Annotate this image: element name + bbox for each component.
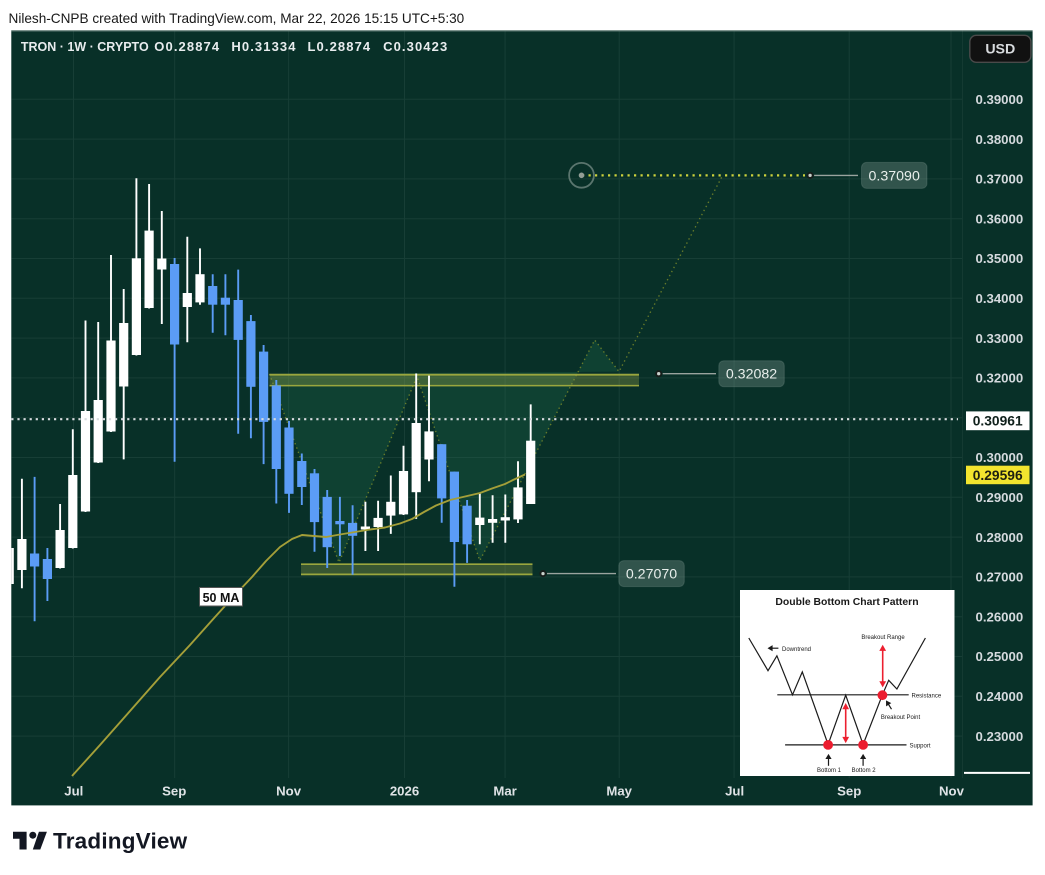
- svg-text:Bottom 1: Bottom 1: [817, 768, 842, 774]
- svg-text:Sep: Sep: [837, 784, 861, 799]
- svg-text:O0.28874: O0.28874: [154, 39, 220, 54]
- svg-text:Nov: Nov: [276, 784, 302, 799]
- svg-text:0.33000: 0.33000: [976, 331, 1024, 346]
- svg-text:0.25000: 0.25000: [976, 649, 1024, 664]
- svg-text:Nilesh-CNPB created with Tradi: Nilesh-CNPB created with TradingView.com…: [9, 11, 465, 26]
- svg-text:TRON · 1W · CRYPTO: TRON · 1W · CRYPTO: [21, 40, 149, 54]
- svg-text:0.38000: 0.38000: [976, 132, 1024, 147]
- svg-text:Jul: Jul: [64, 784, 83, 799]
- svg-text:0.27070: 0.27070: [626, 567, 677, 583]
- svg-text:Breakout Range: Breakout Range: [861, 635, 905, 641]
- svg-text:0.37000: 0.37000: [976, 172, 1024, 187]
- svg-text:0.29000: 0.29000: [976, 490, 1024, 505]
- svg-text:L0.28874: L0.28874: [308, 39, 372, 54]
- svg-text:0.35000: 0.35000: [976, 251, 1024, 266]
- svg-text:H0.31334: H0.31334: [231, 39, 296, 54]
- svg-text:Support: Support: [910, 743, 931, 749]
- svg-text:0.29596: 0.29596: [973, 468, 1023, 483]
- svg-text:0.27000: 0.27000: [976, 570, 1024, 585]
- svg-text:0.39000: 0.39000: [976, 92, 1024, 107]
- svg-text:Sep: Sep: [162, 784, 186, 799]
- svg-text:0.30000: 0.30000: [976, 450, 1024, 465]
- svg-text:Double Bottom Chart Pattern: Double Bottom Chart Pattern: [775, 597, 918, 608]
- svg-text:0.28000: 0.28000: [976, 530, 1024, 545]
- svg-text:0.23000: 0.23000: [976, 729, 1024, 744]
- svg-text:C0.30423: C0.30423: [383, 39, 448, 54]
- svg-text:Mar: Mar: [493, 784, 516, 799]
- svg-text:0.37090: 0.37090: [869, 168, 920, 184]
- svg-text:50 MA: 50 MA: [203, 591, 240, 605]
- svg-text:Downtrend: Downtrend: [782, 647, 811, 653]
- svg-text:0.36000: 0.36000: [976, 211, 1024, 226]
- svg-text:0.32082: 0.32082: [726, 367, 777, 383]
- svg-text:May: May: [606, 784, 632, 799]
- svg-text:0.24000: 0.24000: [976, 689, 1024, 704]
- svg-text:0.32000: 0.32000: [976, 371, 1024, 386]
- svg-text:Nov: Nov: [939, 784, 965, 799]
- svg-text:Bottom 2: Bottom 2: [852, 768, 877, 774]
- svg-text:0.26000: 0.26000: [976, 609, 1024, 624]
- svg-text:0.34000: 0.34000: [976, 291, 1024, 306]
- svg-text:Breakout Point: Breakout Point: [881, 715, 921, 721]
- svg-text:2026: 2026: [390, 784, 419, 799]
- svg-text:Jul: Jul: [725, 784, 744, 799]
- svg-text:USD: USD: [985, 42, 1015, 58]
- svg-text:0.30961: 0.30961: [973, 414, 1023, 429]
- svg-text:Resistance: Resistance: [912, 693, 942, 699]
- svg-text:TradingView: TradingView: [53, 829, 188, 854]
